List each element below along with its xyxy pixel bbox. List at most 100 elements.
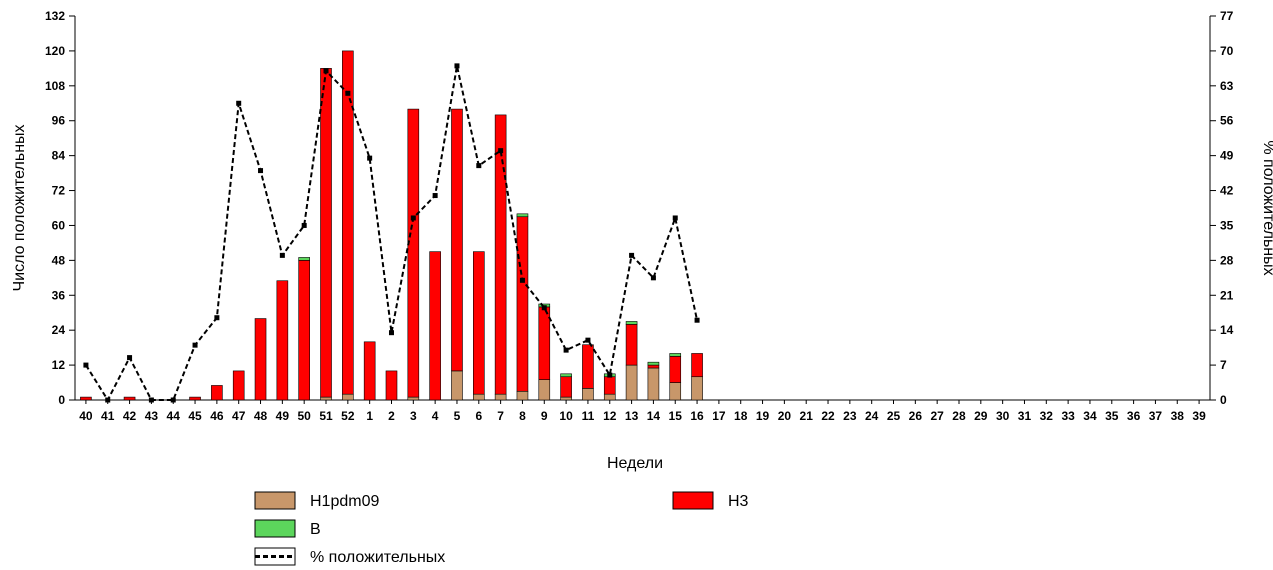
x-tick-label: 16 — [690, 409, 704, 423]
percent-point-11 — [585, 337, 591, 343]
x-tick-label: 47 — [232, 409, 246, 423]
left-tick-label: 120 — [45, 44, 65, 58]
bar-h1pdm09-12 — [603, 393, 616, 401]
percent-point-3 — [410, 215, 416, 221]
right-tick-label: 0 — [1220, 393, 1227, 407]
legend-item-h3: H3 — [672, 491, 749, 510]
bar-h1pdm09-11 — [582, 388, 594, 401]
bar-h1pdm09-9 — [538, 379, 551, 401]
percent-point-9 — [541, 305, 547, 311]
right-tick-label: 56 — [1220, 114, 1234, 128]
bar-h1pdm09-3 — [407, 396, 420, 401]
bar-b-8 — [516, 213, 529, 218]
bar-h3-11 — [582, 344, 594, 389]
bar-h1pdm09-51 — [320, 396, 332, 401]
legend-item-percent: % положительных — [254, 547, 445, 566]
bar-h1pdm09-8 — [516, 390, 529, 401]
left-tick-label: 60 — [52, 218, 66, 232]
bar-h3-4 — [429, 251, 441, 401]
x-tick-label: 39 — [1192, 409, 1206, 423]
percent-point-1 — [367, 155, 373, 161]
legend: H1pdm09 H3 B % положительных — [254, 491, 749, 566]
bar-h1pdm09-6 — [472, 393, 485, 401]
percent-point-14 — [650, 275, 656, 281]
bar-h1pdm09-10 — [560, 396, 572, 401]
bar-h3-51 — [320, 68, 332, 398]
legend-swatch-b — [254, 519, 296, 538]
percent-point-12 — [607, 372, 613, 378]
percent-point-42 — [127, 355, 133, 361]
bar-b-15 — [669, 353, 682, 357]
y2-axis-title: % положительных — [1260, 140, 1273, 275]
x-axis-ticks: 40 41 42 43 44 45 46 47 48 49 50 51 52 1 2 3 4 5 6 7 8 9 10 11 1… — [79, 400, 1206, 423]
x-tick-label: 6 — [475, 409, 482, 423]
right-axis-ticks: 0 7 14 21 28 35 42 49 56 63 70 77 — [1210, 9, 1234, 407]
bar-h3-15 — [669, 356, 682, 383]
x-tick-label: 9 — [541, 409, 548, 423]
right-tick-label: 35 — [1220, 218, 1234, 232]
x-tick-label: 22 — [821, 409, 835, 423]
x-tick-label: 10 — [559, 409, 573, 423]
x-tick-label: 3 — [410, 409, 417, 423]
left-tick-label: 12 — [52, 358, 66, 372]
percent-point-15 — [672, 215, 678, 221]
x-tick-label: 41 — [101, 409, 115, 423]
bars — [80, 50, 703, 401]
bar-h1pdm09-14 — [647, 367, 660, 401]
right-tick-label: 14 — [1220, 323, 1234, 337]
x-tick-label: 33 — [1061, 409, 1075, 423]
right-tick-label: 42 — [1220, 184, 1234, 198]
legend-item-b: B — [254, 519, 321, 538]
x-tick-label: 37 — [1149, 409, 1163, 423]
percent-point-6 — [476, 163, 482, 169]
bar-h3-47 — [232, 370, 245, 401]
x-tick-label: 34 — [1083, 409, 1097, 423]
right-tick-label: 49 — [1220, 149, 1234, 163]
bar-h3-1 — [363, 341, 376, 401]
right-tick-label: 77 — [1220, 9, 1234, 23]
bar-b-10 — [560, 373, 572, 378]
x-tick-label: 11 — [582, 409, 595, 423]
bar-h3-2 — [385, 370, 398, 401]
bar-h3-10 — [560, 376, 572, 398]
left-tick-label: 72 — [52, 184, 66, 198]
bar-h3-3 — [407, 108, 420, 398]
bar-h3-48 — [254, 318, 267, 401]
left-tick-label: 36 — [52, 288, 66, 302]
percent-point-43 — [148, 397, 154, 403]
percent-point-51 — [323, 68, 329, 74]
percent-point-44 — [170, 397, 176, 403]
percent-point-10 — [563, 347, 569, 353]
x-tick-label: 27 — [930, 409, 944, 423]
x-tick-label: 23 — [843, 409, 857, 423]
left-tick-label: 108 — [45, 79, 65, 93]
x-tick-label: 31 — [1018, 409, 1032, 423]
x-tick-label: 25 — [887, 409, 901, 423]
bar-h3-5 — [451, 108, 463, 372]
x-tick-label: 13 — [625, 409, 639, 423]
x-tick-label: 20 — [778, 409, 792, 423]
left-tick-label: 84 — [52, 149, 66, 163]
bar-h3-8 — [516, 216, 529, 392]
x-tick-label: 18 — [734, 409, 748, 423]
bar-h3-7 — [494, 114, 507, 395]
left-tick-label: 0 — [58, 393, 65, 407]
percent-point-8 — [519, 277, 525, 283]
percent-point-46 — [214, 315, 220, 321]
x-tick-label: 12 — [603, 409, 617, 423]
left-tick-label: 24 — [52, 323, 66, 337]
x-tick-label: 52 — [341, 409, 355, 423]
x-tick-label: 7 — [497, 409, 504, 423]
left-tick-label: 48 — [52, 253, 66, 267]
x-tick-label: 28 — [952, 409, 966, 423]
bar-h3-45 — [189, 396, 201, 401]
x-axis-title: Недели — [607, 455, 663, 472]
left-tick-label: 132 — [45, 9, 65, 23]
bar-h3-42 — [123, 396, 136, 401]
bar-h1pdm09-52 — [342, 393, 354, 401]
x-tick-label: 38 — [1171, 409, 1185, 423]
percent-point-40 — [83, 362, 89, 368]
percent-point-4 — [432, 193, 438, 199]
x-tick-label: 8 — [519, 409, 526, 423]
